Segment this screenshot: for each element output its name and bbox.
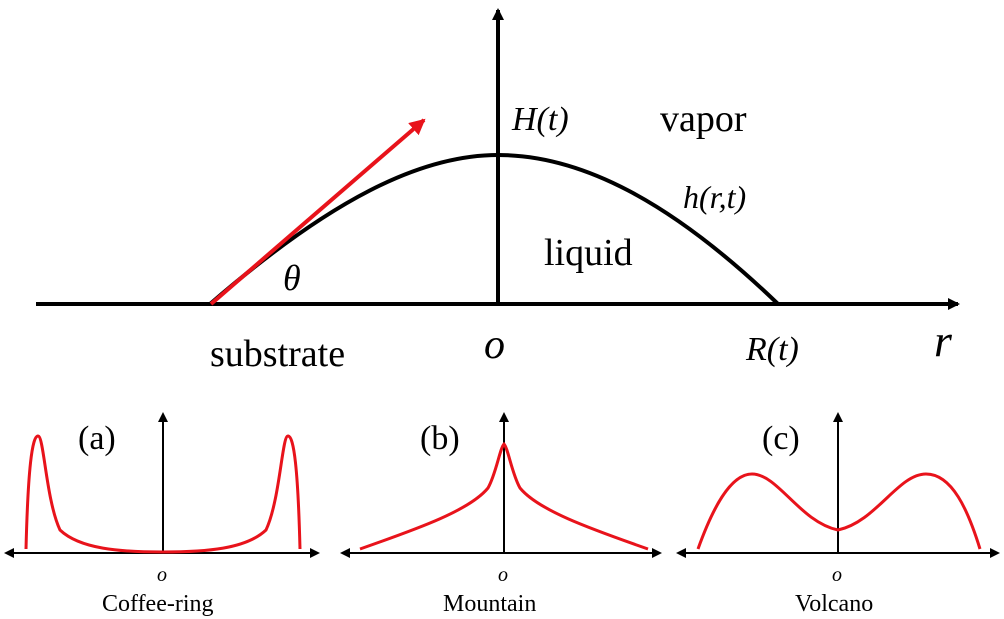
panel-a-deposit-curve [24,434,302,554]
panel-c-tag: (c) [762,420,800,457]
height-label: H(t) [511,101,569,138]
r-axis-label: r [934,315,953,366]
panel-b-tag: (b) [420,420,460,457]
panel-volcano: (c) o Volcano [676,412,1000,617]
panel-a-caption: Coffee-ring [102,591,214,617]
profile-label: h(r,t) [683,179,746,215]
panel-coffee-ring: (a) o Coffee-ring [4,412,320,617]
panel-a-tag: (a) [78,420,116,457]
panel-c-origin: o [832,564,842,586]
radius-label: R(t) [745,331,799,368]
panel-c-caption: Volcano [795,591,873,617]
substrate-label: substrate [210,333,345,375]
panel-b-deposit-curve [359,441,649,551]
panel-mountain: (b) o Mountain [340,412,662,617]
vapor-label: vapor [660,98,747,140]
panel-a-origin: o [157,564,167,586]
panel-c-deposit-curve [696,472,982,550]
contact-angle-label: θ [283,258,301,298]
droplet-profile-curve [208,152,780,306]
panel-b-caption: Mountain [443,591,536,617]
contact-angle-arrow [209,118,426,306]
liquid-label: liquid [544,232,633,274]
origin-label: o [484,322,505,368]
panel-b-origin: o [498,564,508,586]
